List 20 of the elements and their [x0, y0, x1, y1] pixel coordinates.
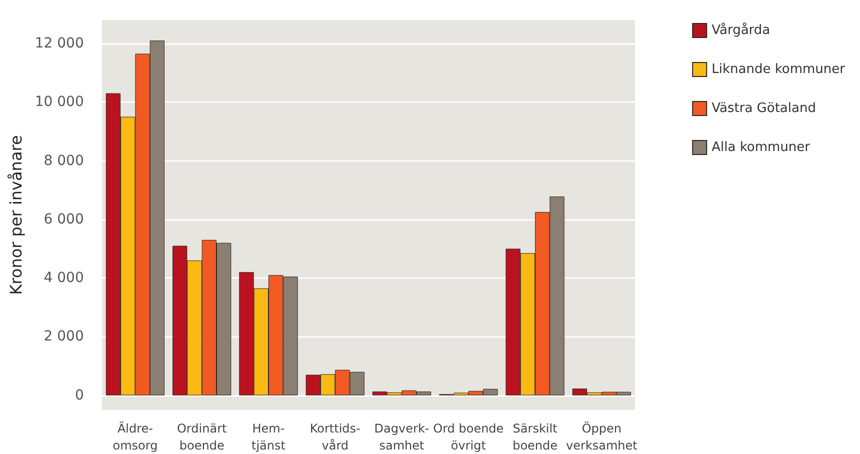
- y-tick-label: 6 000: [44, 211, 84, 228]
- x-tick-label: Särskilt boende: [512, 422, 558, 452]
- legend-label: Vårgårda: [712, 22, 770, 38]
- x-tick-label: Ordinärt boende: [176, 422, 227, 452]
- legend-label: Alla kommuner: [712, 140, 811, 155]
- y-tick-label: 10 000: [34, 94, 84, 110]
- x-tick-label: Äldre- omsorg: [112, 422, 158, 452]
- y-tick-label: 8 000: [44, 152, 84, 169]
- y-tick-label: 12 000: [34, 35, 84, 52]
- y-tick-label: 0: [74, 387, 84, 404]
- x-tick-label: Ord boende övrigt: [433, 422, 504, 452]
- y-tick-label: 2 000: [44, 328, 84, 345]
- x-tick-label: Korttids- vård: [310, 422, 360, 452]
- x-tick-label: Dagverk- samhet: [374, 422, 430, 452]
- y-axis-title: Kronor per invånare: [6, 135, 26, 295]
- legend-label: Västra Götaland: [712, 101, 816, 116]
- x-tick-label: Öppen verksamhet: [566, 422, 638, 452]
- x-tick-label: Hem- tjänst: [252, 422, 286, 452]
- legend-label: Liknande kommuner: [712, 62, 846, 77]
- y-tick-label: 4 000: [44, 270, 84, 286]
